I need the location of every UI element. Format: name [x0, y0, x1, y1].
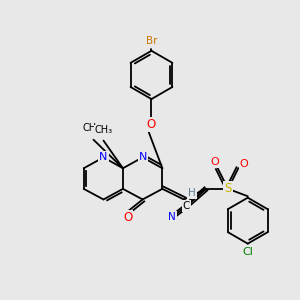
Text: N: N: [139, 152, 147, 162]
Text: O: O: [210, 158, 219, 167]
Text: Cl: Cl: [242, 248, 253, 257]
Text: O: O: [123, 211, 133, 224]
Text: O: O: [147, 119, 156, 129]
Text: S: S: [224, 182, 232, 195]
Text: Br: Br: [146, 36, 157, 46]
Text: CH₃: CH₃: [94, 125, 112, 135]
Text: N: N: [99, 152, 108, 162]
Text: CH₃: CH₃: [83, 123, 101, 133]
Text: C: C: [182, 201, 190, 211]
Text: O: O: [240, 159, 249, 169]
Text: O: O: [147, 118, 156, 130]
Text: N: N: [168, 212, 176, 222]
Text: H: H: [188, 188, 196, 198]
